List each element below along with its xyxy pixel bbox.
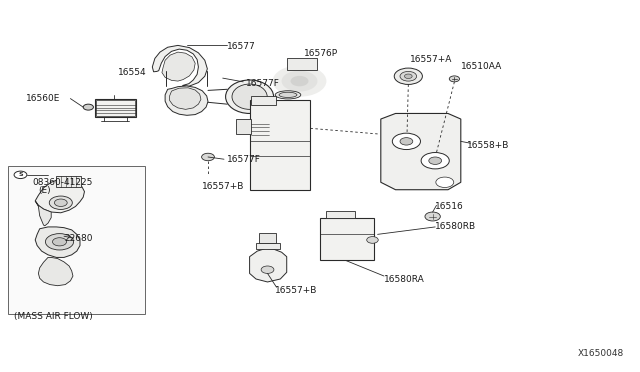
Circle shape (291, 76, 308, 86)
Bar (320, 218, 374, 260)
Text: 16558+B: 16558+B (467, 141, 509, 150)
Circle shape (49, 196, 72, 209)
Circle shape (425, 212, 440, 221)
Circle shape (394, 68, 422, 84)
Polygon shape (162, 52, 195, 81)
Text: S: S (18, 172, 23, 177)
Circle shape (273, 65, 326, 97)
Circle shape (261, 266, 274, 273)
Circle shape (54, 199, 67, 206)
Text: 16557+A: 16557+A (410, 55, 452, 64)
Text: 16577F: 16577F (227, 155, 261, 164)
Text: 16557+B: 16557+B (202, 182, 244, 190)
Bar (259, 233, 276, 243)
Circle shape (392, 133, 420, 150)
Circle shape (400, 71, 417, 81)
Bar (56, 176, 81, 187)
Ellipse shape (275, 91, 301, 99)
Polygon shape (38, 257, 73, 286)
Bar (287, 58, 317, 70)
Polygon shape (152, 45, 207, 86)
Circle shape (421, 153, 449, 169)
Bar (251, 96, 276, 105)
Circle shape (436, 177, 454, 187)
Text: 08360-41225: 08360-41225 (32, 178, 92, 187)
Bar (236, 119, 251, 134)
Polygon shape (165, 86, 208, 115)
Polygon shape (381, 113, 461, 190)
Text: 16557+B: 16557+B (275, 286, 317, 295)
Circle shape (14, 171, 27, 179)
Bar (8, 166, 145, 314)
Polygon shape (35, 227, 80, 257)
Polygon shape (170, 88, 201, 109)
Circle shape (449, 76, 460, 82)
Text: 16577F: 16577F (246, 79, 280, 88)
Text: 16577: 16577 (227, 42, 256, 51)
Circle shape (83, 104, 93, 110)
Ellipse shape (232, 84, 268, 109)
Circle shape (202, 153, 214, 161)
Bar (95, 99, 136, 117)
Text: 16560E: 16560E (26, 94, 61, 103)
Bar (96, 100, 135, 116)
Text: 16554: 16554 (118, 68, 147, 77)
Circle shape (367, 237, 378, 243)
Text: (MASS AIR FLOW): (MASS AIR FLOW) (14, 312, 93, 321)
Polygon shape (35, 201, 51, 226)
Text: X1650048: X1650048 (578, 349, 624, 358)
Text: 16516: 16516 (435, 202, 464, 211)
Circle shape (400, 138, 413, 145)
Circle shape (404, 74, 412, 78)
Text: 16576P: 16576P (304, 49, 338, 58)
Ellipse shape (279, 92, 297, 97)
Polygon shape (250, 248, 287, 282)
Bar (256, 243, 280, 249)
Circle shape (429, 157, 442, 164)
Text: 16580RB: 16580RB (435, 222, 476, 231)
Text: 16510AA: 16510AA (461, 62, 502, 71)
Bar (250, 100, 310, 190)
Text: 22680: 22680 (64, 234, 93, 243)
Bar (326, 211, 355, 218)
Text: 16580RA: 16580RA (384, 275, 425, 283)
Text: (E): (E) (38, 186, 51, 195)
Polygon shape (35, 179, 84, 213)
Ellipse shape (226, 80, 274, 113)
Circle shape (45, 234, 74, 250)
Circle shape (282, 71, 317, 92)
Circle shape (52, 238, 67, 246)
